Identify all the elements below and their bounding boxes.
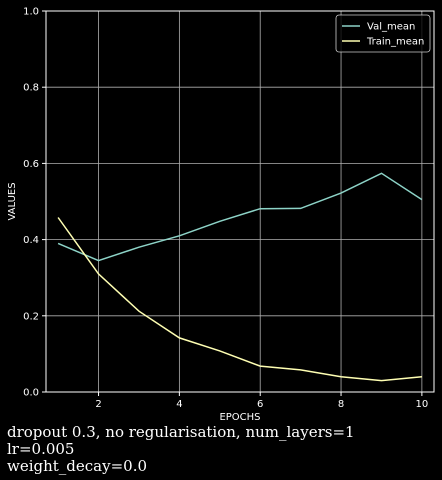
legend-label-1: Train_mean xyxy=(366,37,424,48)
x-tick-label: 2 xyxy=(95,399,101,410)
x-tick-label: 4 xyxy=(176,399,182,410)
x-axis-label: EPOCHS xyxy=(219,412,260,420)
caption-line-weight-decay: weight_decay=0.0 xyxy=(7,457,148,475)
figure-caption: dropout 0.3, no regularisation, num_laye… xyxy=(7,424,355,475)
plot-frame xyxy=(45,10,435,393)
legend-box xyxy=(335,14,431,53)
y-tick-label: 0.4 xyxy=(23,235,39,246)
caption-line-lr: lr=0.005 xyxy=(7,440,75,458)
y-axis-label: VALUES xyxy=(7,182,18,220)
series-line-1 xyxy=(57,217,422,382)
series-line-0 xyxy=(57,172,423,262)
y-tick-label: 0.2 xyxy=(23,311,39,322)
x-tick-label: 8 xyxy=(338,399,344,410)
grid-lines xyxy=(46,10,434,393)
axis-ticks: 2 4 6 8 10 0.0 0.2 0.4 0.6 0.8 1.0 xyxy=(23,7,428,411)
x-tick-label: 10 xyxy=(416,399,429,410)
y-tick-label: 0.0 xyxy=(23,388,39,399)
x-tick-label: 6 xyxy=(257,399,263,410)
y-tick-label: 0.6 xyxy=(23,159,39,170)
series-lines xyxy=(57,172,423,382)
legend-label-0: Val_mean xyxy=(367,22,415,33)
line-chart: 2 4 6 8 10 0.0 0.2 0.4 0.6 0.8 1.0 EPOCHS VALUES V… xyxy=(7,7,435,420)
caption-line-model: dropout 0.3, no regularisation, num_laye… xyxy=(7,423,355,441)
y-tick-label: 1.0 xyxy=(23,7,39,18)
y-tick-label: 0.8 xyxy=(23,83,39,94)
legend: Val_mean Train_mean xyxy=(335,14,431,53)
